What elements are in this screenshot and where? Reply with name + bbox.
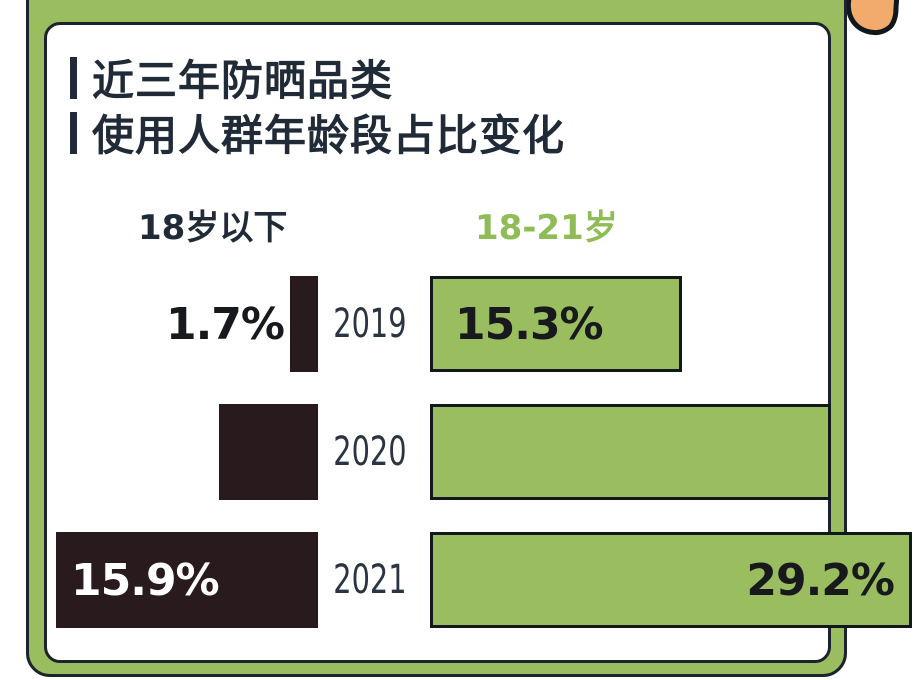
value-label-under18-2021: 15.9% [71, 554, 220, 606]
legend-18-21: 18-21岁 [475, 208, 618, 248]
bar-18-21-2019: 15.3% [430, 276, 682, 372]
chart-title: 近三年防晒品类 使用人群年龄段占比变化 [70, 50, 565, 160]
bar-under18-2021: 15.9% [56, 532, 318, 628]
bar-under18-2019 [290, 276, 318, 372]
bar-18-21-2021: 29.2% [430, 532, 912, 628]
legend-under-18: 18岁以下 [138, 208, 288, 248]
title-tick-bar [70, 56, 77, 99]
title-line-1: 近三年防晒品类 [70, 50, 565, 105]
title-text-2: 使用人群年龄段占比变化 [92, 111, 566, 160]
orange-corner-decoration-icon [845, 0, 900, 36]
title-tick-bar [70, 111, 77, 154]
value-label-under18-2019: 1.7% [165, 298, 285, 350]
value-label-18-21-2019: 15.3% [455, 298, 604, 350]
year-label-2020: 2020 [333, 429, 407, 475]
bar-18-21-2020 [430, 404, 831, 500]
bar-under18-2020 [219, 404, 318, 500]
title-line-2: 使用人群年龄段占比变化 [70, 105, 565, 160]
title-text-1: 近三年防晒品类 [92, 56, 394, 105]
value-label-18-21-2021: 29.2% [746, 554, 895, 606]
year-label-2021: 2021 [333, 557, 407, 603]
year-label-2019: 2019 [333, 301, 407, 347]
